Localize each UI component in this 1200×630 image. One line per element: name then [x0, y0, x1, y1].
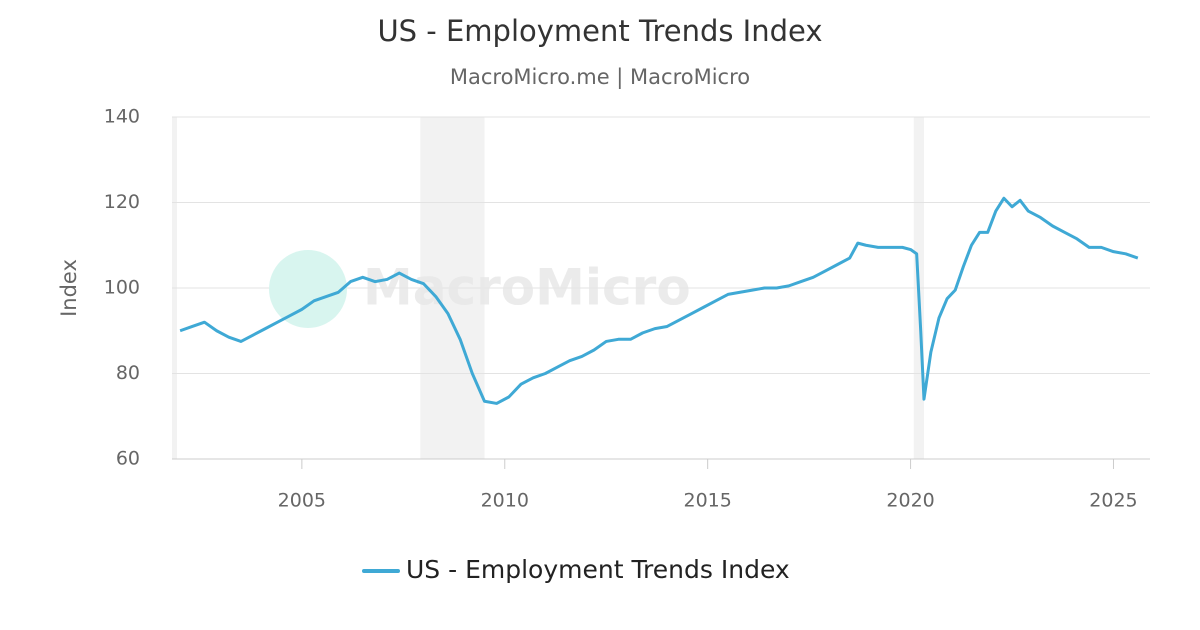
y-tick-label: 140	[104, 106, 140, 128]
y-tick-label: 100	[104, 277, 140, 299]
y-axis-label: Index	[57, 259, 81, 317]
y-tick-label: 120	[104, 191, 140, 213]
watermark-logo	[269, 250, 347, 328]
x-tick-label: 2025	[1089, 490, 1137, 512]
chart-subtitle: MacroMicro.me | MacroMicro	[450, 65, 750, 90]
x-tick-label: 2020	[886, 490, 934, 512]
data-line	[179, 196, 1139, 405]
watermark: MacroMicro	[363, 259, 691, 317]
x-tick-label: 2005	[278, 490, 326, 512]
y-tick-label: 60	[116, 448, 140, 470]
legend-label: US - Employment Trends Index	[406, 555, 790, 584]
chart-title: US - Employment Trends Index	[377, 14, 822, 48]
x-tick-label: 2010	[481, 490, 529, 512]
x-tick-label: 2015	[683, 490, 731, 512]
y-tick-label: 80	[116, 362, 140, 384]
